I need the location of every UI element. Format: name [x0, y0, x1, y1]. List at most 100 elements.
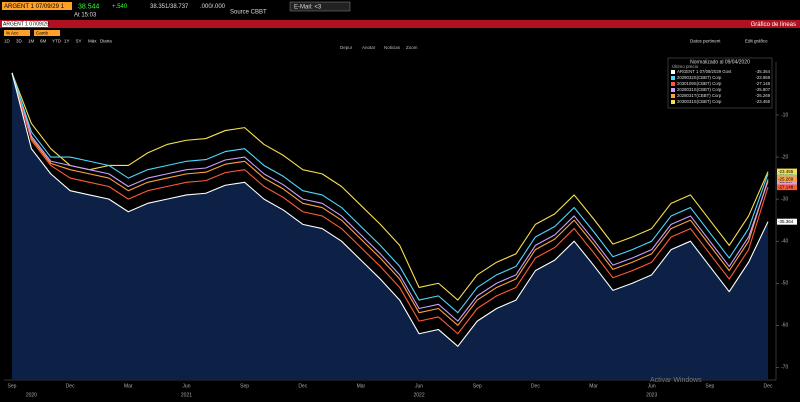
email: E-Mail: <3 — [294, 4, 322, 10]
legend-swatch — [671, 76, 675, 80]
bid-ask: 38.351/38.737 — [150, 4, 189, 10]
plot: -10 -20 -30 -40 -50 -60 -70 Sep 2020 Dec Mar Jun 202… — [4, 62, 797, 398]
legend: ARGENT 1 07/09/2029 Govt -35.364 2029032S(… — [671, 69, 771, 104]
series-line — [11, 72, 769, 347]
source: Source CBBT — [230, 10, 267, 16]
series-line — [11, 72, 769, 322]
period-button[interactable]: Máx — [88, 39, 97, 44]
legend-box — [667, 57, 773, 109]
x-year-label: 2020 — [26, 392, 37, 398]
area — [12, 72, 768, 380]
change: +.540 — [112, 4, 128, 10]
legend-value: -25.807 — [755, 87, 770, 92]
legend-swatch — [671, 70, 675, 74]
x-tick-label: Mar — [589, 383, 598, 389]
legend-value: -23.969 — [755, 75, 770, 80]
toolbar-button-label: % Acc — [6, 30, 19, 35]
x-tick-label: Dec — [764, 383, 773, 389]
toolbar-button-label: Camb — [36, 30, 49, 35]
title-security: ARGENT 1 07/09/29 — [3, 22, 49, 28]
x-tick-label: Dec — [531, 383, 540, 389]
toolbar: % Acc Camb 1D 3D 1M 6M YTD 1Y 5Y Máx Diaria Datos p… — [4, 30, 768, 50]
legend-swatch — [671, 82, 675, 86]
legend-name: 2028031S(CBBT) Corp — [677, 87, 722, 92]
toolbar-button[interactable] — [34, 30, 60, 36]
end-value-box — [777, 168, 797, 175]
email-box[interactable] — [289, 1, 351, 12]
legend-value: -23.455 — [755, 99, 770, 104]
other: .000/.000 — [200, 4, 226, 10]
legend-name: ARGENT 1 07/09/2029 Govt — [677, 69, 732, 74]
watermark: Activar Windows — [650, 377, 702, 384]
x-tick-label: Jun — [182, 383, 190, 389]
series-line — [11, 72, 769, 335]
title-bar — [0, 20, 800, 28]
y-tick-label: -60 — [781, 323, 788, 329]
period-button[interactable]: 6M — [40, 39, 47, 44]
end-value-label: -27.148 — [778, 185, 794, 190]
end-value-label: -23.455 — [778, 169, 794, 174]
period-button[interactable]: 5Y — [76, 39, 82, 44]
security: ARGENT 1 07/09/29 1 — [4, 4, 65, 10]
chart-tool[interactable]: Depur — [340, 45, 353, 50]
x-tick-label: Sep — [705, 383, 714, 389]
last-price: 38.544 — [78, 3, 100, 10]
period-button[interactable]: 1D — [4, 39, 11, 44]
x-tick-label: Mar — [357, 383, 366, 389]
chart-tool[interactable]: Noticias — [384, 45, 401, 50]
period-button[interactable]: 1Y — [64, 39, 70, 44]
legend-name: 2030031S(CBBT) Corp — [677, 99, 722, 104]
legend-value: -25.269 — [755, 93, 770, 98]
end-value-box — [777, 176, 797, 183]
x-tick-label: Sep — [8, 383, 17, 389]
x-tick-label: Mar — [124, 383, 133, 389]
period-button[interactable]: 3D — [16, 39, 23, 44]
x-year-label: 2022 — [414, 392, 425, 398]
x-tick-label: Sep — [240, 383, 249, 389]
period-button[interactable]: YTD — [52, 39, 62, 44]
y-tick-label: -40 — [781, 239, 788, 245]
time: At 15:03 — [74, 13, 97, 19]
legend-title: Normalizado al 09/04/2020 — [690, 59, 750, 65]
end-value-label: -35.364 — [778, 219, 794, 224]
period-button[interactable]: Diaria — [100, 39, 112, 44]
series-line — [11, 72, 769, 301]
title-security-box — [2, 21, 48, 27]
x-tick-label: Jun — [415, 383, 423, 389]
x-tick-label: Jun — [648, 383, 656, 389]
toolbar-button[interactable] — [4, 30, 30, 36]
y-tick-label: -10 — [781, 112, 788, 118]
legend-subtitle: Último precio — [672, 63, 699, 69]
legend-swatch — [671, 94, 675, 98]
y-tick-label: -30 — [781, 196, 788, 202]
legend-name: 2030109S(CBBT) Corp — [677, 81, 722, 86]
legend-value: -35.364 — [755, 69, 770, 74]
y-tick-label: -20 — [781, 154, 788, 160]
x-year-label: 2023 — [646, 392, 657, 398]
x-tick-label: Dec — [66, 383, 75, 389]
y-tick-label: -70 — [781, 365, 788, 371]
legend-name: 2029032S(CBBT) Corp — [677, 75, 722, 80]
chart-kind: Gráfico de líneas — [751, 22, 796, 28]
period-button[interactable]: 1M — [28, 39, 35, 44]
legend-swatch — [671, 100, 675, 104]
x-year-label: 2021 — [181, 392, 192, 398]
legend-value: -27.148 — [755, 81, 770, 86]
toolbar-right[interactable]: Edit gráfico — [745, 39, 768, 44]
chart-tool[interactable]: Anotar — [362, 45, 376, 50]
y-tick-label: -50 — [781, 281, 788, 287]
legend-name: 2028031T(CBBT) Corp — [677, 93, 722, 98]
security-box — [2, 2, 72, 10]
x-tick-label: Dec — [298, 383, 307, 389]
series-line — [11, 72, 769, 326]
chart-tool[interactable]: Zoom — [406, 45, 418, 50]
series-line — [11, 72, 769, 314]
end-value-box — [777, 184, 797, 191]
end-value-label: -25.269 — [778, 177, 794, 182]
end-value-box — [777, 218, 797, 225]
x-tick-label: Sep — [473, 383, 482, 389]
toolbar-right[interactable]: Datos pertinent — [690, 39, 721, 44]
legend-swatch — [671, 88, 675, 92]
